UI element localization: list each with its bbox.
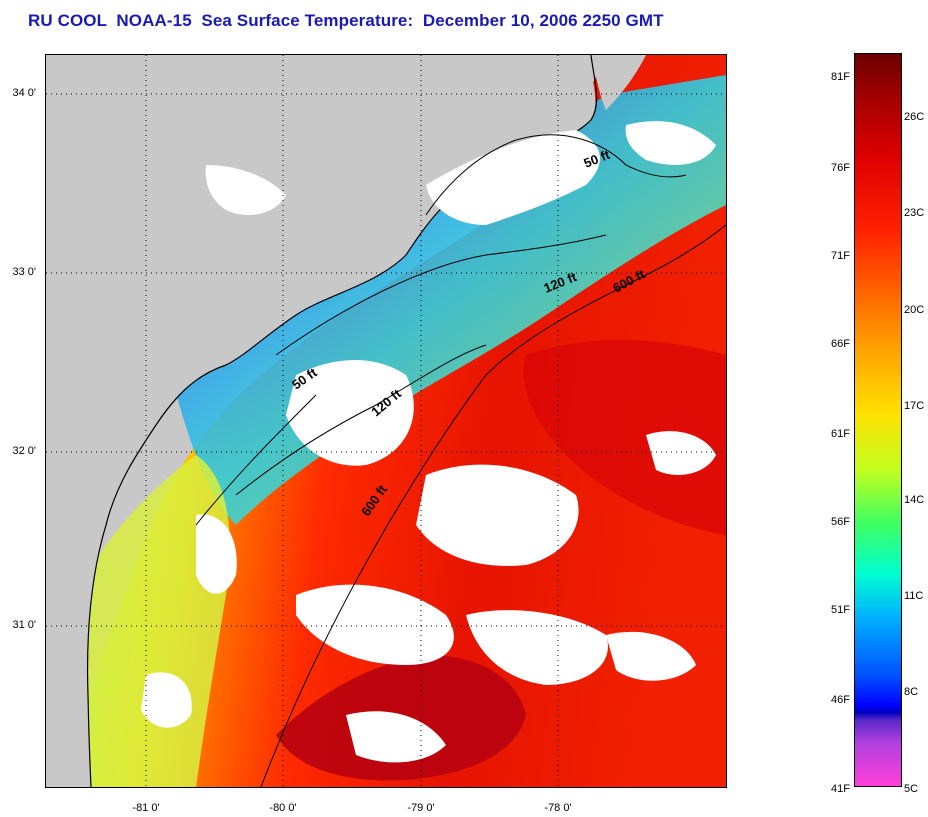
lon-label: -81 0' bbox=[132, 802, 160, 814]
lon-label: -79 0' bbox=[407, 802, 435, 814]
isobath-600ft bbox=[260, 224, 726, 787]
colorbar-f-label: 51F bbox=[831, 604, 850, 616]
colorbar-f-label: 41F bbox=[831, 783, 850, 795]
colorbar-f-label: 56F bbox=[831, 516, 850, 528]
colorbar-f-label: 46F bbox=[831, 694, 850, 706]
colorbar-c-label: 17C bbox=[904, 400, 925, 412]
isobath-50ft-north bbox=[425, 134, 687, 216]
colorbar-f-label: 71F bbox=[831, 250, 850, 262]
lat-label: 32 0' bbox=[12, 445, 36, 457]
colorbar-f-label: 61F bbox=[831, 428, 850, 440]
sst-map[interactable]: 50 ft 120 ft 600 ft 50 ft 120 ft 600 ft bbox=[45, 54, 727, 788]
isobath-120ft-south bbox=[235, 344, 487, 496]
lat-label: 31 0' bbox=[12, 619, 36, 631]
lat-label: 34 0' bbox=[12, 87, 36, 99]
lon-label: -80 0' bbox=[269, 802, 297, 814]
cloud-cover bbox=[141, 121, 716, 763]
isobath-120ft-north bbox=[275, 234, 607, 356]
graticule bbox=[46, 55, 726, 787]
sst-map-canvas: 50 ft 120 ft 600 ft 50 ft 120 ft 600 ft bbox=[46, 55, 726, 787]
warm-core-east bbox=[523, 340, 726, 535]
colorbar-c-label: 14C bbox=[904, 494, 925, 506]
temperature-colorbar bbox=[854, 53, 902, 787]
colorbar-f-label: 76F bbox=[831, 162, 850, 174]
colorbar-c-label: 20C bbox=[904, 304, 925, 316]
colorbar-f-label: 81F bbox=[831, 71, 850, 83]
map-title: RU COOL NOAA-15 Sea Surface Temperature:… bbox=[28, 11, 664, 30]
land-northeast bbox=[591, 55, 646, 110]
lat-label: 33 0' bbox=[12, 266, 36, 278]
colorbar-c-label: 23C bbox=[904, 207, 925, 219]
land bbox=[46, 55, 596, 787]
isobath-50ft-south bbox=[195, 394, 317, 526]
nearshore-band bbox=[86, 455, 230, 787]
colorbar-c-label: 11C bbox=[904, 590, 924, 602]
colorbar-c-label: 8C bbox=[904, 686, 919, 698]
colorbar-c-label: 5C bbox=[904, 783, 919, 795]
colorbar-f-label: 66F bbox=[831, 338, 850, 350]
lon-label: -78 0' bbox=[544, 802, 572, 814]
colorbar-c-label: 26C bbox=[904, 111, 925, 123]
